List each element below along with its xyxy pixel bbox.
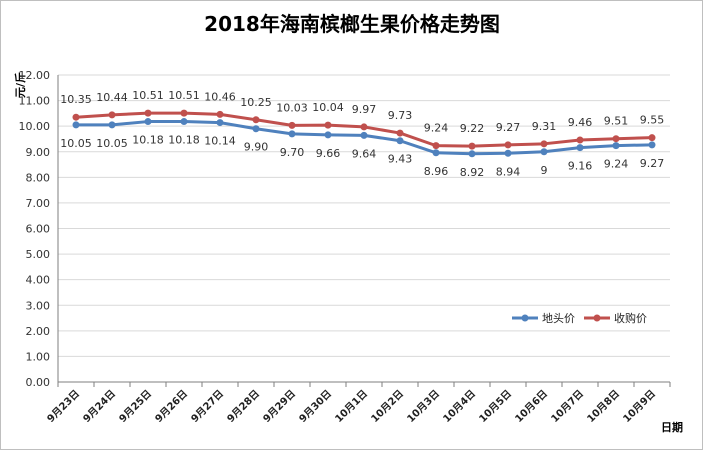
data-point (504, 149, 512, 157)
data-label: 9.31 (532, 120, 557, 133)
y-tick-label: 10.00 (19, 120, 51, 133)
data-label: 10.05 (96, 137, 128, 150)
data-label: 10.04 (312, 101, 344, 114)
data-label: 8.92 (460, 166, 485, 179)
data-label: 8.96 (424, 165, 449, 178)
y-tick-label: 5.00 (26, 248, 51, 261)
data-label: 9.90 (244, 141, 269, 154)
data-point (288, 130, 296, 138)
data-point (396, 137, 404, 145)
data-point (540, 140, 548, 148)
data-label: 10.51 (132, 89, 164, 102)
data-label: 10.44 (96, 91, 128, 104)
data-point (180, 118, 188, 126)
y-tick-label: 11.00 (19, 95, 51, 108)
y-tick-label: 12.00 (19, 69, 51, 82)
data-label: 9.64 (352, 147, 377, 160)
legend-marker-1 (521, 314, 529, 322)
data-label: 9.24 (604, 158, 629, 171)
data-label: 10.03 (276, 101, 308, 114)
data-label: 9 (541, 164, 548, 177)
data-point (648, 141, 656, 149)
y-axis-label: 元/斤 (13, 72, 27, 98)
series-lines (72, 109, 656, 158)
data-point (612, 135, 620, 143)
data-point (360, 123, 368, 131)
data-label: 10.18 (132, 134, 164, 147)
data-label: 9.55 (640, 114, 665, 127)
data-point (576, 144, 584, 152)
data-point (324, 131, 332, 139)
data-label: 9.70 (280, 146, 305, 159)
data-label: 9.66 (316, 147, 341, 160)
data-label: 8.94 (496, 165, 521, 178)
data-label: 9.51 (604, 115, 629, 128)
y-tick-label: 3.00 (26, 299, 51, 312)
data-point (468, 142, 476, 150)
data-label: 9.43 (388, 153, 413, 166)
data-point (108, 111, 116, 119)
y-tick-label: 1.00 (26, 350, 51, 363)
data-label: 9.27 (496, 121, 521, 134)
data-point (576, 136, 584, 144)
data-label: 10.18 (168, 134, 200, 147)
data-point (648, 134, 656, 142)
data-point (252, 116, 260, 124)
data-point (288, 121, 296, 129)
chart-title: 2018年海南槟榔生果价格走势图 (204, 12, 500, 36)
data-label: 9.97 (352, 103, 377, 116)
data-labels: 10.35 10.44 10.51 10.51 10.46 10.25 10.03 10.04… (60, 89, 664, 179)
data-label: 9.73 (388, 109, 413, 122)
data-point (612, 142, 620, 150)
data-label: 9.27 (640, 157, 665, 170)
legend-label-2: 收购价 (614, 311, 647, 325)
data-label: 10.14 (204, 135, 236, 148)
y-tick-label: 6.00 (26, 223, 51, 236)
data-point (216, 110, 224, 118)
legend-label-1: 地头价 (542, 312, 575, 325)
data-label: 10.51 (168, 89, 200, 102)
data-label: 9.16 (568, 160, 593, 173)
legend: 地头价 收购价 (512, 311, 647, 325)
y-tick-label: 2.00 (26, 325, 51, 338)
data-point (324, 121, 332, 129)
data-point (144, 109, 152, 117)
data-point (216, 119, 224, 127)
data-label: 9.24 (424, 122, 449, 135)
data-label: 10.05 (60, 137, 92, 150)
data-point (432, 149, 440, 157)
y-tick-label: 8.00 (26, 171, 51, 184)
data-point (360, 131, 368, 139)
y-tick-label: 9.00 (26, 146, 51, 159)
data-point (396, 129, 404, 137)
data-point (180, 109, 188, 117)
data-label: 10.25 (240, 96, 272, 109)
legend-marker-2 (593, 314, 601, 322)
data-point (72, 113, 80, 121)
data-label: 9.46 (568, 116, 593, 129)
y-tick-label: 0.00 (26, 376, 51, 389)
data-point (432, 142, 440, 150)
x-axis-label: 日期 (661, 420, 683, 434)
y-tick-label: 7.00 (26, 197, 51, 210)
gridlines (58, 74, 670, 357)
data-point (72, 121, 80, 129)
data-point (540, 148, 548, 156)
data-point (504, 141, 512, 149)
data-point (252, 125, 260, 133)
data-point (144, 118, 152, 126)
y-tick-label: 4.00 (26, 274, 51, 287)
data-point (468, 150, 476, 158)
data-label: 9.22 (460, 122, 485, 135)
data-label: 10.46 (204, 90, 236, 103)
data-point (108, 121, 116, 129)
data-label: 10.35 (60, 93, 92, 106)
